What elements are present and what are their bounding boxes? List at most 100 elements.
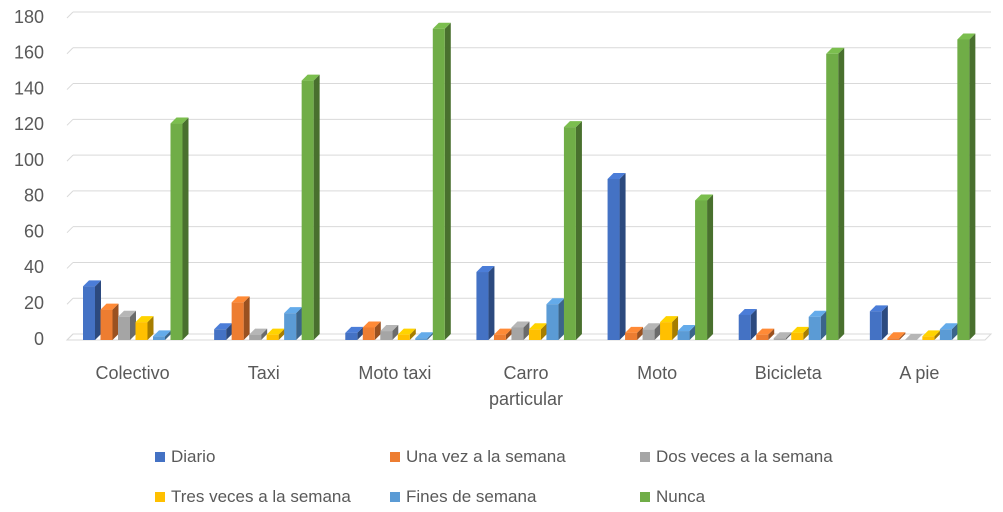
bar [546, 304, 559, 340]
grid-line [66, 118, 74, 126]
bar-top [214, 323, 233, 330]
grid-line [66, 297, 74, 305]
bar [660, 322, 673, 340]
bar-side [672, 316, 679, 340]
bar-top [415, 332, 434, 339]
bar [249, 334, 262, 340]
bar-top [100, 303, 119, 310]
bar-side [637, 326, 644, 340]
legend-swatch [390, 492, 400, 502]
grid-line [66, 262, 74, 269]
bar [791, 332, 804, 340]
bar [625, 332, 638, 340]
x-tick-label: Taxi [247, 363, 280, 383]
legend-swatch [640, 492, 650, 502]
bar-top [249, 328, 268, 335]
bar-side [392, 325, 399, 340]
bar [738, 314, 751, 340]
bar-side [130, 310, 136, 340]
bar [677, 331, 690, 340]
bar-side [147, 316, 154, 340]
bar [284, 313, 297, 340]
bar-side [540, 323, 547, 340]
bar-side [707, 194, 714, 340]
y-tick-label: 20 [24, 293, 44, 313]
bar-side [226, 323, 233, 340]
bar [826, 53, 839, 341]
bar-side [523, 321, 530, 340]
bar-top [170, 117, 189, 124]
bar-side [112, 303, 119, 340]
bar-top [511, 321, 530, 328]
bar-top [922, 330, 941, 337]
legend-entry: Diario [155, 447, 215, 467]
bar-side [785, 332, 792, 340]
legend-entry: Una vez a la semana [390, 447, 566, 467]
y-tick-label: 140 [14, 78, 44, 98]
bar [432, 28, 445, 340]
bar-side [261, 328, 268, 340]
bar-top [939, 323, 958, 330]
bar [135, 322, 148, 340]
bar-side [899, 332, 906, 340]
bar-side [182, 117, 189, 341]
bar [563, 127, 576, 340]
bar-top [83, 280, 101, 287]
bar-top [660, 316, 679, 323]
bar [642, 329, 655, 340]
bar [397, 334, 410, 340]
bar [214, 329, 227, 340]
bar-top [118, 310, 136, 317]
bar-side [969, 33, 976, 340]
bar-top [493, 328, 512, 335]
bar-side [558, 298, 565, 340]
bar [118, 316, 130, 340]
y-tick-label: 160 [14, 43, 44, 63]
bar-side [243, 296, 250, 340]
bar-top [397, 328, 416, 335]
legend-swatch [640, 452, 650, 462]
bar [83, 286, 95, 340]
bar-side [934, 330, 941, 340]
bar-top [284, 307, 303, 314]
bar [808, 316, 821, 340]
x-tick-label: Moto taxi [358, 363, 432, 383]
bar-top [738, 308, 757, 315]
bar-top [301, 74, 320, 81]
x-tick-label: Bicicleta [754, 363, 822, 383]
bar-top [756, 328, 775, 335]
bar [607, 179, 620, 340]
bar-side [689, 325, 696, 340]
bar-top [528, 323, 547, 330]
grid-line [66, 83, 74, 90]
bar-side [803, 326, 810, 340]
legend-entry: Dos veces a la semana [640, 447, 833, 467]
x-tick-label: Carro particular [488, 363, 564, 409]
bar [415, 338, 428, 340]
bar [869, 311, 882, 340]
bar [362, 327, 375, 340]
bar [922, 336, 935, 340]
bar-side [427, 332, 434, 340]
bar [528, 329, 541, 340]
grid-line [66, 47, 74, 55]
bar-side [768, 328, 775, 340]
bar-side [165, 330, 171, 340]
bar [493, 334, 506, 340]
bar-side [654, 323, 661, 340]
bar-side [750, 308, 757, 340]
bar-top [135, 316, 154, 323]
bar [266, 334, 279, 340]
legend-entry: Nunca [640, 487, 705, 507]
bar-side [95, 280, 101, 340]
bar [773, 338, 786, 340]
bar-top [563, 121, 582, 128]
bar-top [791, 326, 810, 333]
y-tick-label: 60 [24, 221, 44, 241]
bar-side [296, 307, 303, 340]
bar [695, 200, 708, 340]
bar [939, 329, 952, 340]
bar-top [773, 332, 792, 339]
